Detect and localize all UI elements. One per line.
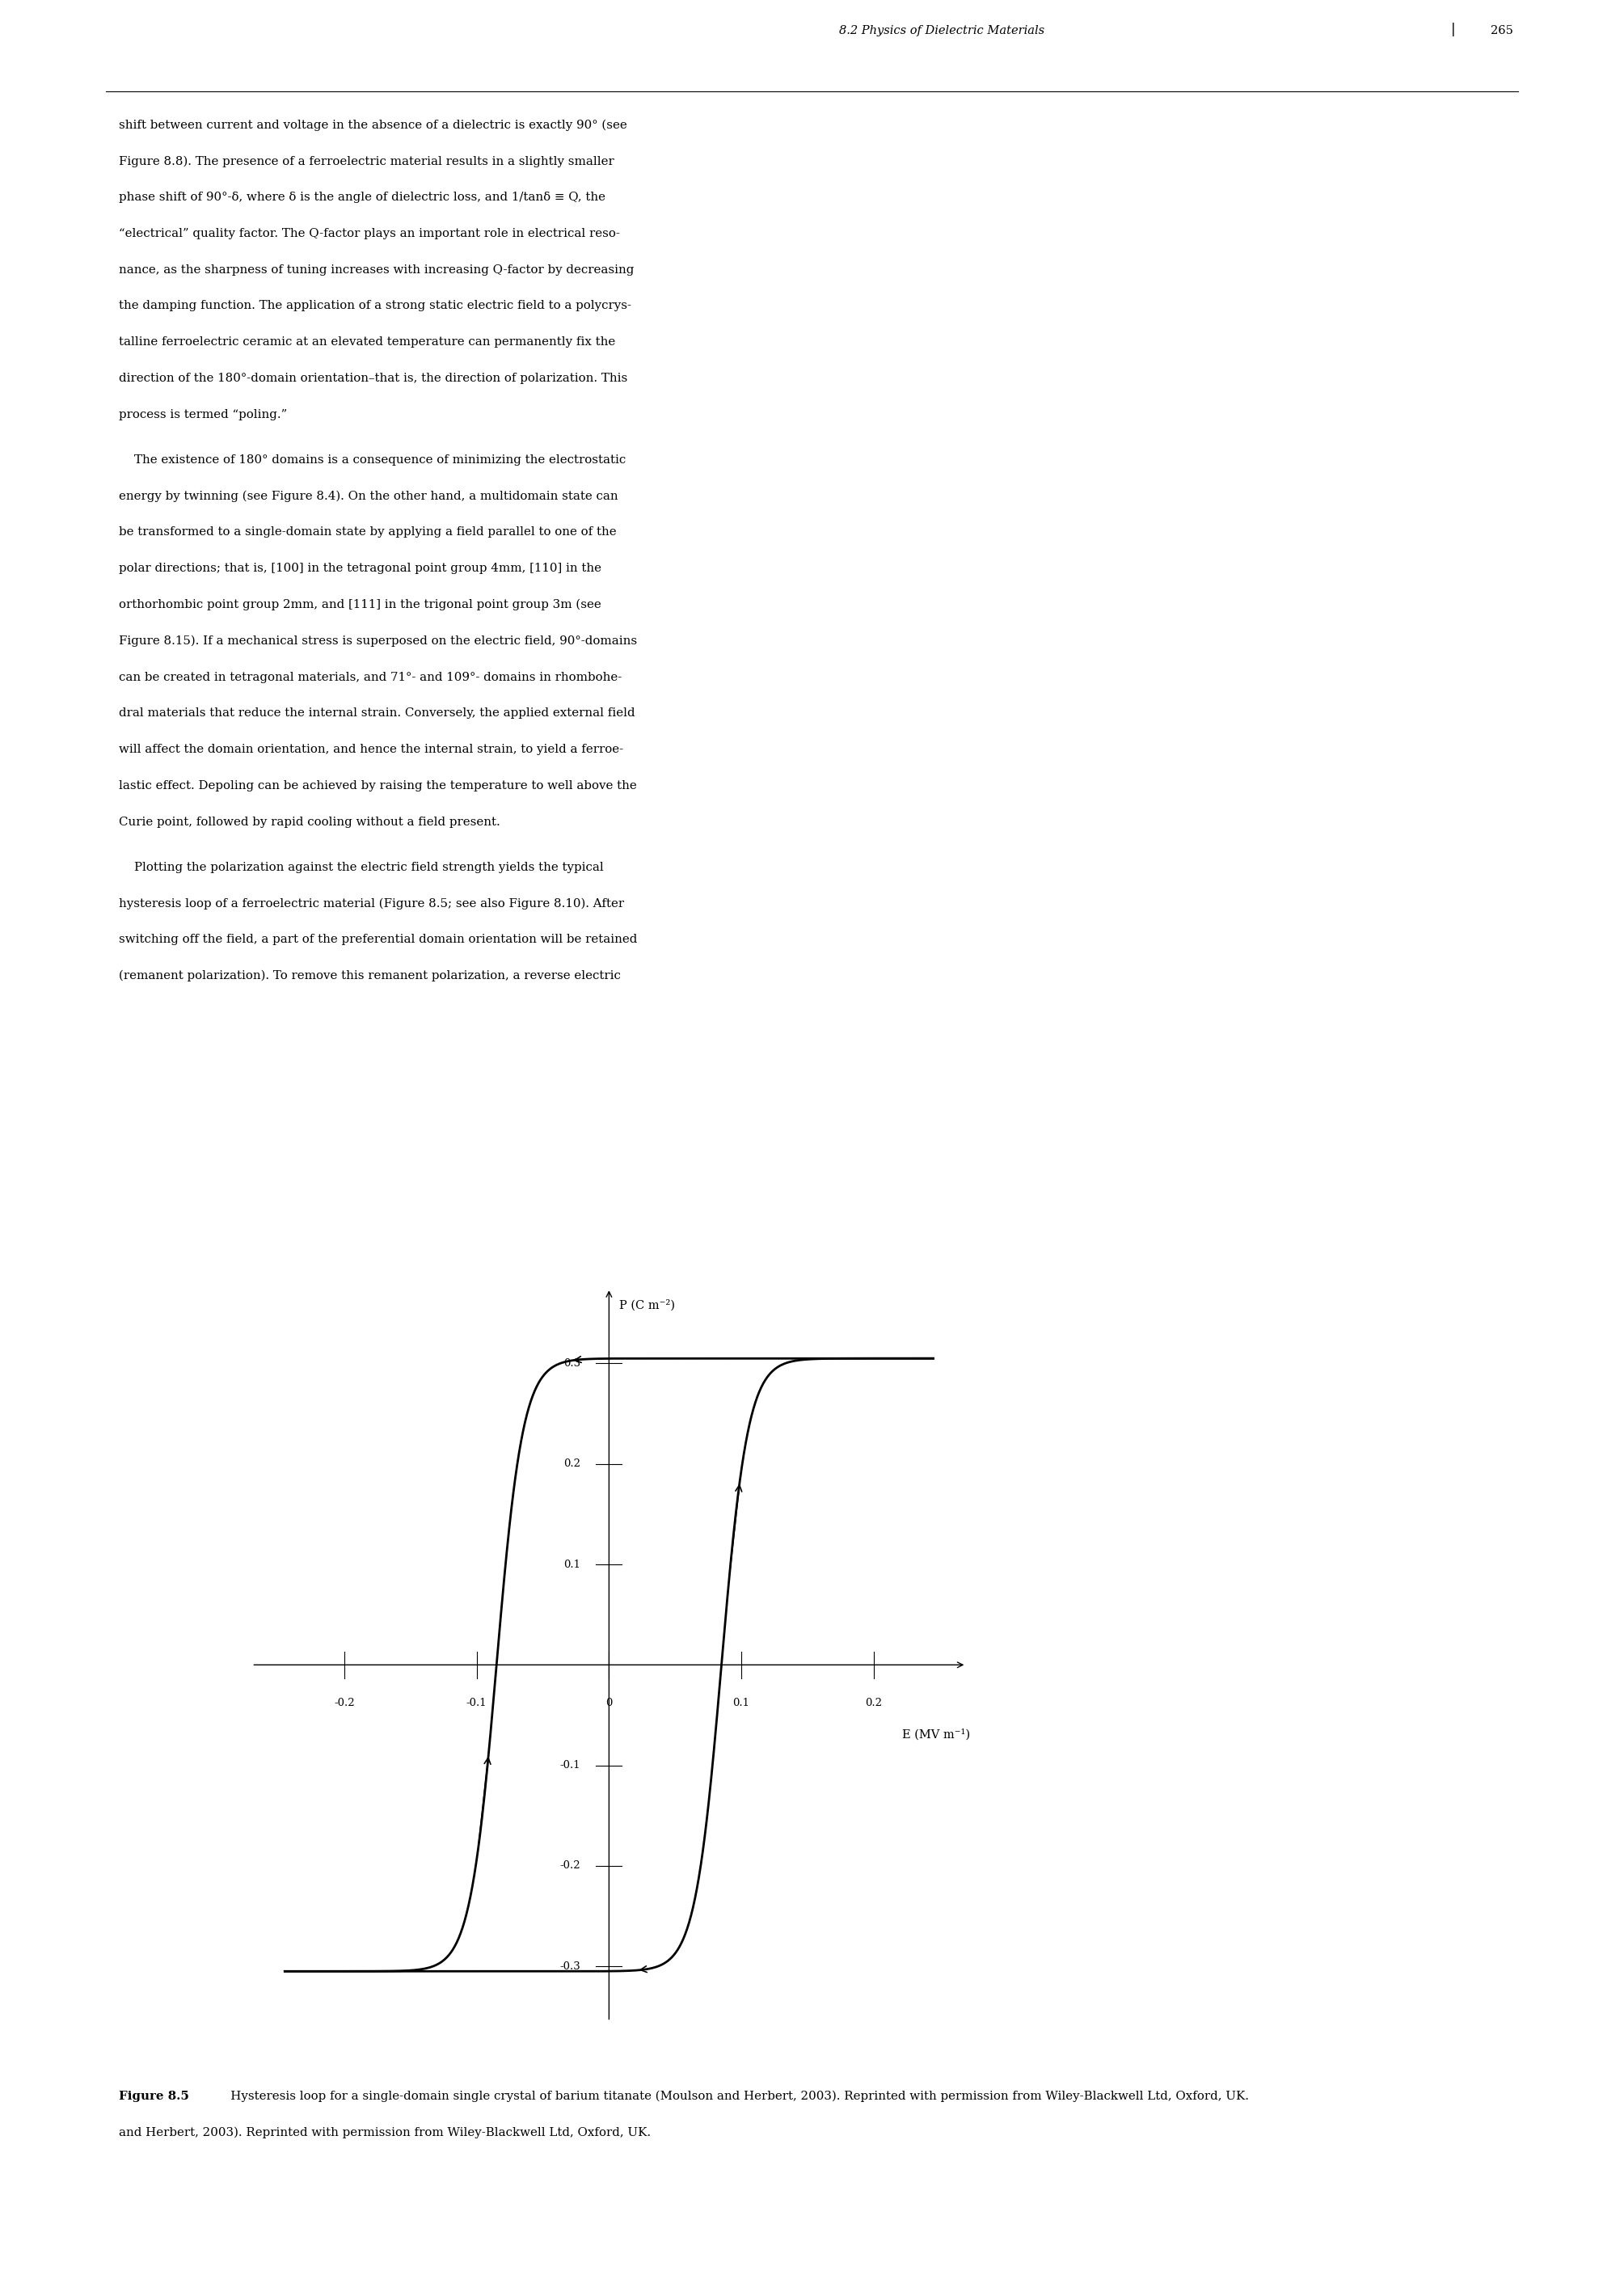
Text: and Herbert, 2003). Reprinted with permission from Wiley-Blackwell Ltd, Oxford, : and Herbert, 2003). Reprinted with permi… [119, 2127, 651, 2138]
Text: |: | [1452, 23, 1455, 37]
Text: orthorhombic point group 2mm, and [111] in the trigonal point group 3m (see: orthorhombic point group 2mm, and [111] … [119, 598, 601, 610]
Text: Figure 8.8). The presence of a ferroelectric material results in a slightly smal: Figure 8.8). The presence of a ferroelec… [119, 156, 614, 167]
Text: 0.1: 0.1 [564, 1559, 581, 1570]
Text: talline ferroelectric ceramic at an elevated temperature can permanently fix the: talline ferroelectric ceramic at an elev… [119, 337, 615, 348]
Text: polar directions; that is, [100] in the tetragonal point group 4mm, [110] in the: polar directions; that is, [100] in the … [119, 564, 601, 573]
Text: 0: 0 [606, 1698, 612, 1708]
Text: lastic effect. Depoling can be achieved by raising the temperature to well above: lastic effect. Depoling can be achieved … [119, 779, 637, 791]
Text: energy by twinning (see Figure 8.4). On the other hand, a multidomain state can: energy by twinning (see Figure 8.4). On … [119, 490, 617, 502]
Text: E (MV m⁻¹): E (MV m⁻¹) [901, 1728, 970, 1740]
Text: hysteresis loop of a ferroelectric material (Figure 8.5; see also Figure 8.10). : hysteresis loop of a ferroelectric mater… [119, 898, 624, 910]
Text: 0.2: 0.2 [564, 1458, 581, 1469]
Text: The existence of 180° domains is a consequence of minimizing the electrostatic: The existence of 180° domains is a conse… [119, 454, 625, 465]
Text: will affect the domain orientation, and hence the internal strain, to yield a fe: will affect the domain orientation, and … [119, 745, 624, 754]
Text: -0.2: -0.2 [335, 1698, 354, 1708]
Text: the damping function. The application of a strong static electric field to a pol: the damping function. The application of… [119, 300, 632, 312]
Text: (remanent polarization). To remove this remanent polarization, a reverse electri: (remanent polarization). To remove this … [119, 970, 620, 981]
Text: Figure 8.5: Figure 8.5 [119, 2090, 188, 2102]
Text: 0.2: 0.2 [866, 1698, 882, 1708]
Text: 0.1: 0.1 [732, 1698, 750, 1708]
Text: shift between current and voltage in the absence of a dielectric is exactly 90° : shift between current and voltage in the… [119, 119, 627, 131]
Text: dral materials that reduce the internal strain. Conversely, the applied external: dral materials that reduce the internal … [119, 708, 635, 720]
Text: direction of the 180°-domain orientation–that is, the direction of polarization.: direction of the 180°-domain orientation… [119, 374, 627, 385]
Text: “electrical” quality factor. The Q-factor plays an important role in electrical : “electrical” quality factor. The Q-facto… [119, 227, 620, 238]
Text: P (C m⁻²): P (C m⁻²) [620, 1300, 676, 1311]
Text: Figure 8.15). If a mechanical stress is superposed on the electric field, 90°-do: Figure 8.15). If a mechanical stress is … [119, 635, 637, 646]
Text: Plotting the polarization against the electric field strength yields the typical: Plotting the polarization against the el… [119, 862, 604, 873]
Text: -0.3: -0.3 [560, 1962, 581, 1971]
Text: Curie point, followed by rapid cooling without a field present.: Curie point, followed by rapid cooling w… [119, 816, 500, 827]
Text: be transformed to a single-domain state by applying a field parallel to one of t: be transformed to a single-domain state … [119, 527, 615, 539]
Text: can be created in tetragonal materials, and 71°- and 109°- domains in rhombohe-: can be created in tetragonal materials, … [119, 672, 622, 683]
Text: nance, as the sharpness of tuning increases with increasing Q-factor by decreasi: nance, as the sharpness of tuning increa… [119, 264, 633, 275]
Text: -0.1: -0.1 [560, 1760, 581, 1772]
Text: 8.2 Physics of Dielectric Materials: 8.2 Physics of Dielectric Materials [840, 25, 1044, 37]
Text: process is termed “poling.”: process is termed “poling.” [119, 408, 287, 419]
Text: -0.2: -0.2 [560, 1861, 581, 1870]
Text: 265: 265 [1491, 25, 1514, 37]
Text: switching off the field, a part of the preferential domain orientation will be r: switching off the field, a part of the p… [119, 935, 637, 944]
Text: Hysteresis loop for a single-domain single crystal of barium titanate (Moulson a: Hysteresis loop for a single-domain sing… [219, 2090, 1249, 2102]
Text: -0.1: -0.1 [466, 1698, 487, 1708]
Text: phase shift of 90°-δ, where δ is the angle of dielectric loss, and 1/tanδ ≡ Q, t: phase shift of 90°-δ, where δ is the ang… [119, 193, 606, 204]
Text: 0.3: 0.3 [564, 1359, 581, 1368]
